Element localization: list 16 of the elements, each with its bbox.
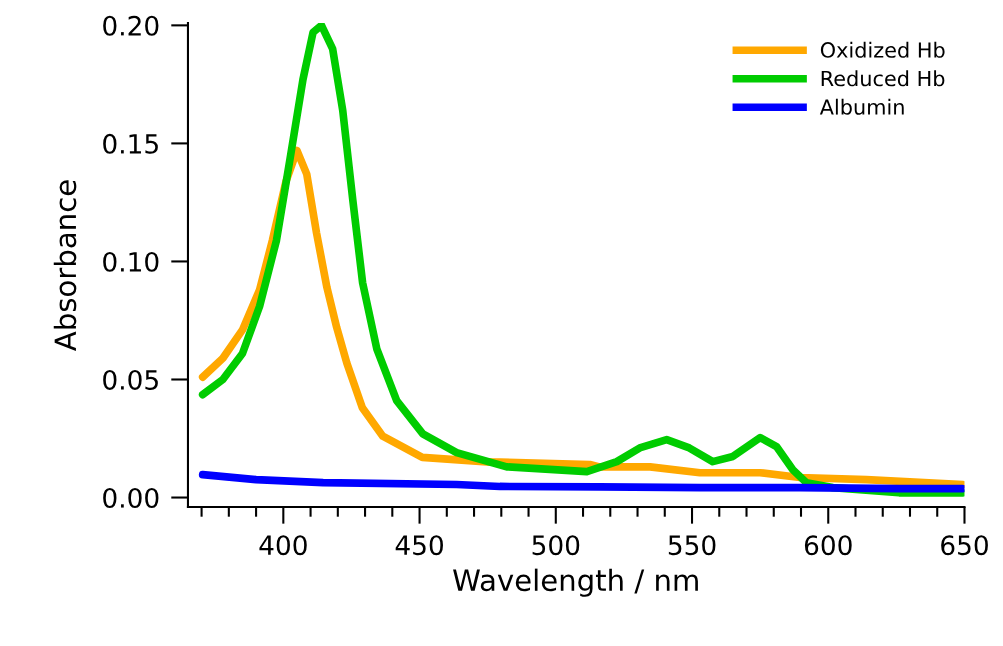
legend-label: Albumin [819, 98, 904, 115]
y-tick-label: 0.20 [103, 15, 159, 36]
y-tick-label: 0.05 [103, 369, 158, 390]
y-tick-label: 0.15 [103, 133, 158, 154]
legend-label: Oxidized Hb [820, 41, 945, 58]
x-tick-label: 550 [668, 535, 716, 556]
x-tick-label: 600 [804, 535, 852, 556]
y-tick-label: 0.00 [103, 487, 159, 508]
x-axis-title: Wavelength / nm [453, 568, 698, 597]
y-tick-label: 0.10 [103, 251, 159, 272]
x-tick-label: 450 [395, 535, 443, 556]
y-axis-title: Absorbance [53, 180, 77, 351]
x-tick-label: 400 [259, 535, 307, 556]
legend-label: Reduced Hb [821, 70, 945, 87]
x-tick-label: 500 [532, 535, 580, 556]
x-tick-label: 650 [941, 535, 988, 556]
